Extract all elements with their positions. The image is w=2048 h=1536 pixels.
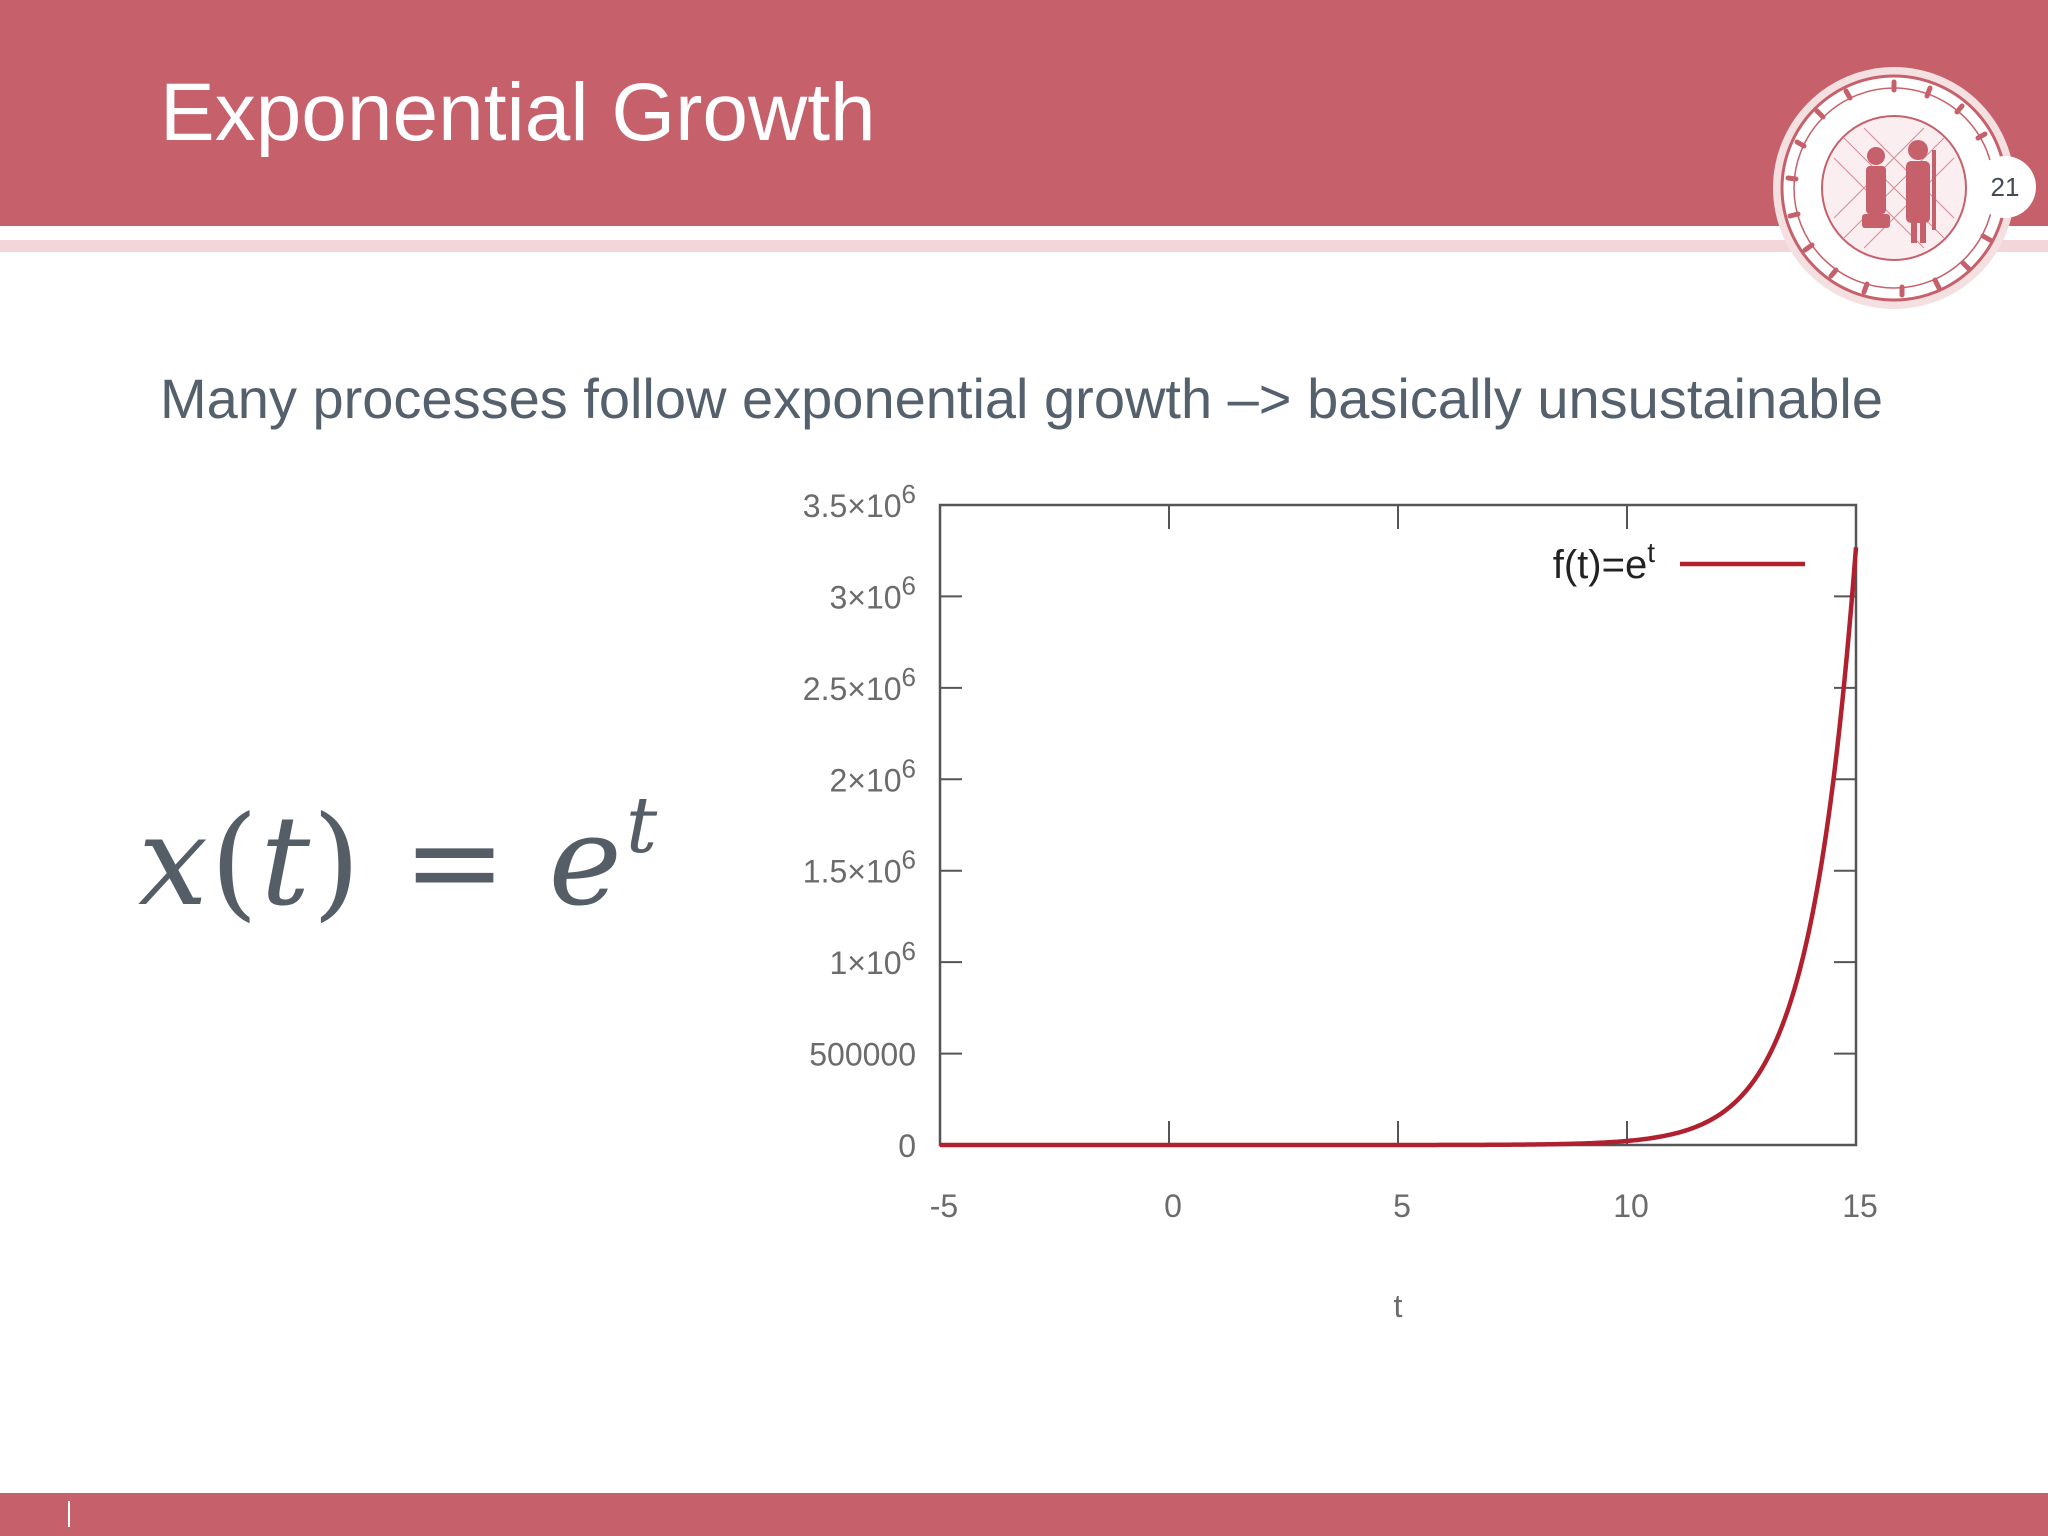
header-band: Exponential Growth: [0, 0, 2048, 226]
legend-label: f(t)=et: [1553, 537, 1655, 587]
header-stripe: [0, 240, 2048, 252]
plot-frame: [938, 503, 1858, 1147]
footer-band: [0, 1493, 2048, 1536]
y-tick-label: 3×106: [829, 570, 916, 615]
y-tick-label: 2×106: [829, 753, 916, 798]
slide-title: Exponential Growth: [160, 67, 876, 158]
series-line-exp: [940, 547, 1859, 1148]
exponential-chart: 0 500000 1×106 1.5×106 2×106 2.5×106 3×106 3.5×…: [803, 479, 1878, 1324]
y-tick-label: 1×106: [829, 936, 916, 981]
equation-open-paren: (: [209, 790, 261, 934]
x-tick-label: 10: [1613, 1188, 1649, 1224]
x-tick-label: 5: [1393, 1188, 1411, 1224]
equation-relation: =: [402, 790, 509, 934]
y-tick-label: 2.5×106: [803, 662, 916, 707]
y-tick-label: 0: [898, 1128, 916, 1164]
footer-marker: [68, 1501, 70, 1527]
equation-lhs-var: x: [138, 790, 210, 934]
equation-lhs-arg: t: [260, 790, 313, 934]
y-tick-label: 3.5×106: [803, 479, 916, 524]
equation-base: e: [548, 790, 624, 934]
page-number-badge: 21: [1974, 156, 2036, 218]
y-tick-label: 500000: [809, 1037, 916, 1073]
x-axis-label: t: [1394, 1288, 1403, 1324]
x-tick-label: -5: [930, 1188, 958, 1224]
equation-close-paren: ): [312, 790, 363, 934]
y-tick-label: 1.5×106: [803, 845, 916, 890]
university-seal-logo: [1773, 67, 2015, 309]
exponential-equation: x(t) = et: [138, 781, 659, 934]
x-tick-label: 15: [1842, 1188, 1878, 1224]
slide-subtitle: Many processes follow exponential growth…: [160, 367, 1883, 430]
x-tick-label: 0: [1164, 1188, 1182, 1224]
equation-exponent: t: [625, 781, 660, 871]
